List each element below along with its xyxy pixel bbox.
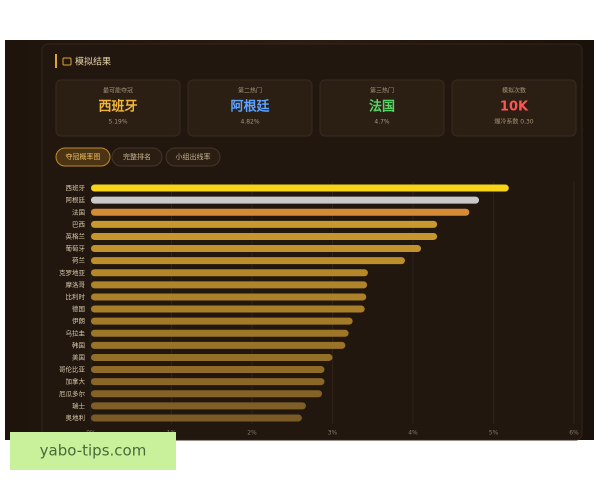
tab-label[interactable]: 夺冠概率图 bbox=[66, 152, 101, 161]
stat-sub: 爆冷系数 0.30 bbox=[494, 118, 533, 126]
y-tick-label: 阿根廷 bbox=[66, 195, 86, 204]
bar bbox=[91, 245, 422, 253]
y-tick-label: 葡萄牙 bbox=[66, 244, 86, 253]
stat-label: 第二热门 bbox=[238, 87, 262, 95]
y-tick-label: 摩洛哥 bbox=[66, 280, 86, 289]
bar bbox=[91, 305, 365, 313]
bar bbox=[91, 402, 306, 410]
y-tick-label: 乌拉圭 bbox=[66, 328, 86, 337]
y-tick-label: 巴西 bbox=[72, 220, 86, 228]
section-title: 模拟结果 bbox=[75, 56, 111, 68]
stat-value: 10K bbox=[500, 100, 529, 115]
bar bbox=[91, 414, 302, 422]
bar bbox=[91, 184, 509, 192]
bar bbox=[91, 208, 470, 216]
tab-label[interactable]: 小组出线率 bbox=[176, 152, 211, 161]
bar bbox=[91, 366, 325, 374]
tab[interactable] bbox=[111, 147, 163, 167]
card bbox=[41, 43, 583, 441]
stat-value: 阿根廷 bbox=[230, 99, 270, 115]
x-tick-label: 2% bbox=[247, 430, 257, 437]
x-tick-label: 5% bbox=[489, 430, 499, 437]
stat-label: 第三热门 bbox=[370, 87, 394, 95]
stat-label: 最可能夺冠 bbox=[103, 87, 133, 95]
stat-label: 模拟次数 bbox=[502, 87, 526, 95]
bar bbox=[91, 341, 346, 349]
y-tick-label: 韩国 bbox=[72, 340, 85, 349]
watermark-box bbox=[10, 432, 176, 470]
tab[interactable] bbox=[55, 147, 111, 167]
y-tick-label: 加拿大 bbox=[66, 377, 86, 386]
stat-value: 法国 bbox=[369, 99, 395, 115]
y-tick-label: 法国 bbox=[72, 207, 85, 216]
bar bbox=[91, 293, 367, 301]
bar bbox=[91, 269, 368, 277]
bar bbox=[91, 329, 349, 337]
bar bbox=[91, 232, 438, 240]
stat-value: 西班牙 bbox=[98, 99, 137, 115]
tab-label[interactable]: 完整排名 bbox=[123, 152, 151, 161]
watermark: yabo-tips.com bbox=[40, 442, 147, 460]
bar bbox=[91, 220, 438, 228]
bar bbox=[91, 353, 333, 361]
stat-card bbox=[187, 79, 313, 137]
y-tick-label: 厄瓜多尔 bbox=[59, 389, 86, 398]
bar bbox=[91, 257, 405, 265]
y-tick-label: 伊朗 bbox=[72, 316, 85, 325]
y-tick-label: 克罗地亚 bbox=[59, 268, 86, 277]
stat-sub: 4.7% bbox=[374, 119, 390, 126]
bar bbox=[91, 390, 323, 398]
stat-card bbox=[55, 79, 181, 137]
y-tick-label: 德国 bbox=[72, 304, 85, 313]
stat-card bbox=[319, 79, 445, 137]
x-tick-label: 6% bbox=[569, 430, 579, 437]
y-tick-label: 西班牙 bbox=[66, 183, 86, 192]
stat-sub: 4.82% bbox=[240, 119, 259, 126]
y-tick-label: 美国 bbox=[72, 352, 85, 361]
bar bbox=[91, 281, 368, 289]
y-tick-label: 英格兰 bbox=[66, 231, 86, 240]
accent-bar bbox=[55, 54, 57, 68]
y-tick-label: 比利时 bbox=[66, 292, 86, 301]
y-tick-label: 哥伦比亚 bbox=[59, 365, 86, 374]
bar bbox=[91, 378, 325, 386]
x-tick-label: 3% bbox=[328, 430, 338, 437]
y-tick-label: 荷兰 bbox=[72, 256, 86, 265]
tab[interactable] bbox=[165, 147, 221, 167]
bar bbox=[91, 317, 353, 325]
x-tick-label: 4% bbox=[408, 430, 418, 437]
y-tick-label: 奥地利 bbox=[66, 413, 86, 422]
stat-card bbox=[451, 79, 577, 137]
icon bbox=[62, 57, 72, 66]
bar bbox=[91, 196, 480, 204]
y-tick-label: 瑞士 bbox=[72, 401, 86, 410]
stat-sub: 5.19% bbox=[108, 119, 127, 126]
